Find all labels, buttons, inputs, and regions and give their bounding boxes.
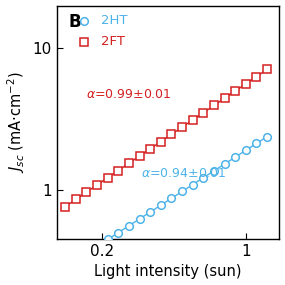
Text: $\alpha$=0.99±0.01: $\alpha$=0.99±0.01 [86,88,172,101]
Y-axis label: $J_{sc}$ (mA·cm$^{-2}$): $J_{sc}$ (mA·cm$^{-2}$) [5,72,27,173]
Text: 2HT: 2HT [101,14,128,27]
Text: $\alpha$=0.94±0.01: $\alpha$=0.94±0.01 [141,167,227,180]
Text: B: B [68,13,81,30]
Text: 2FT: 2FT [101,35,125,48]
X-axis label: Light intensity (sun): Light intensity (sun) [94,264,242,280]
